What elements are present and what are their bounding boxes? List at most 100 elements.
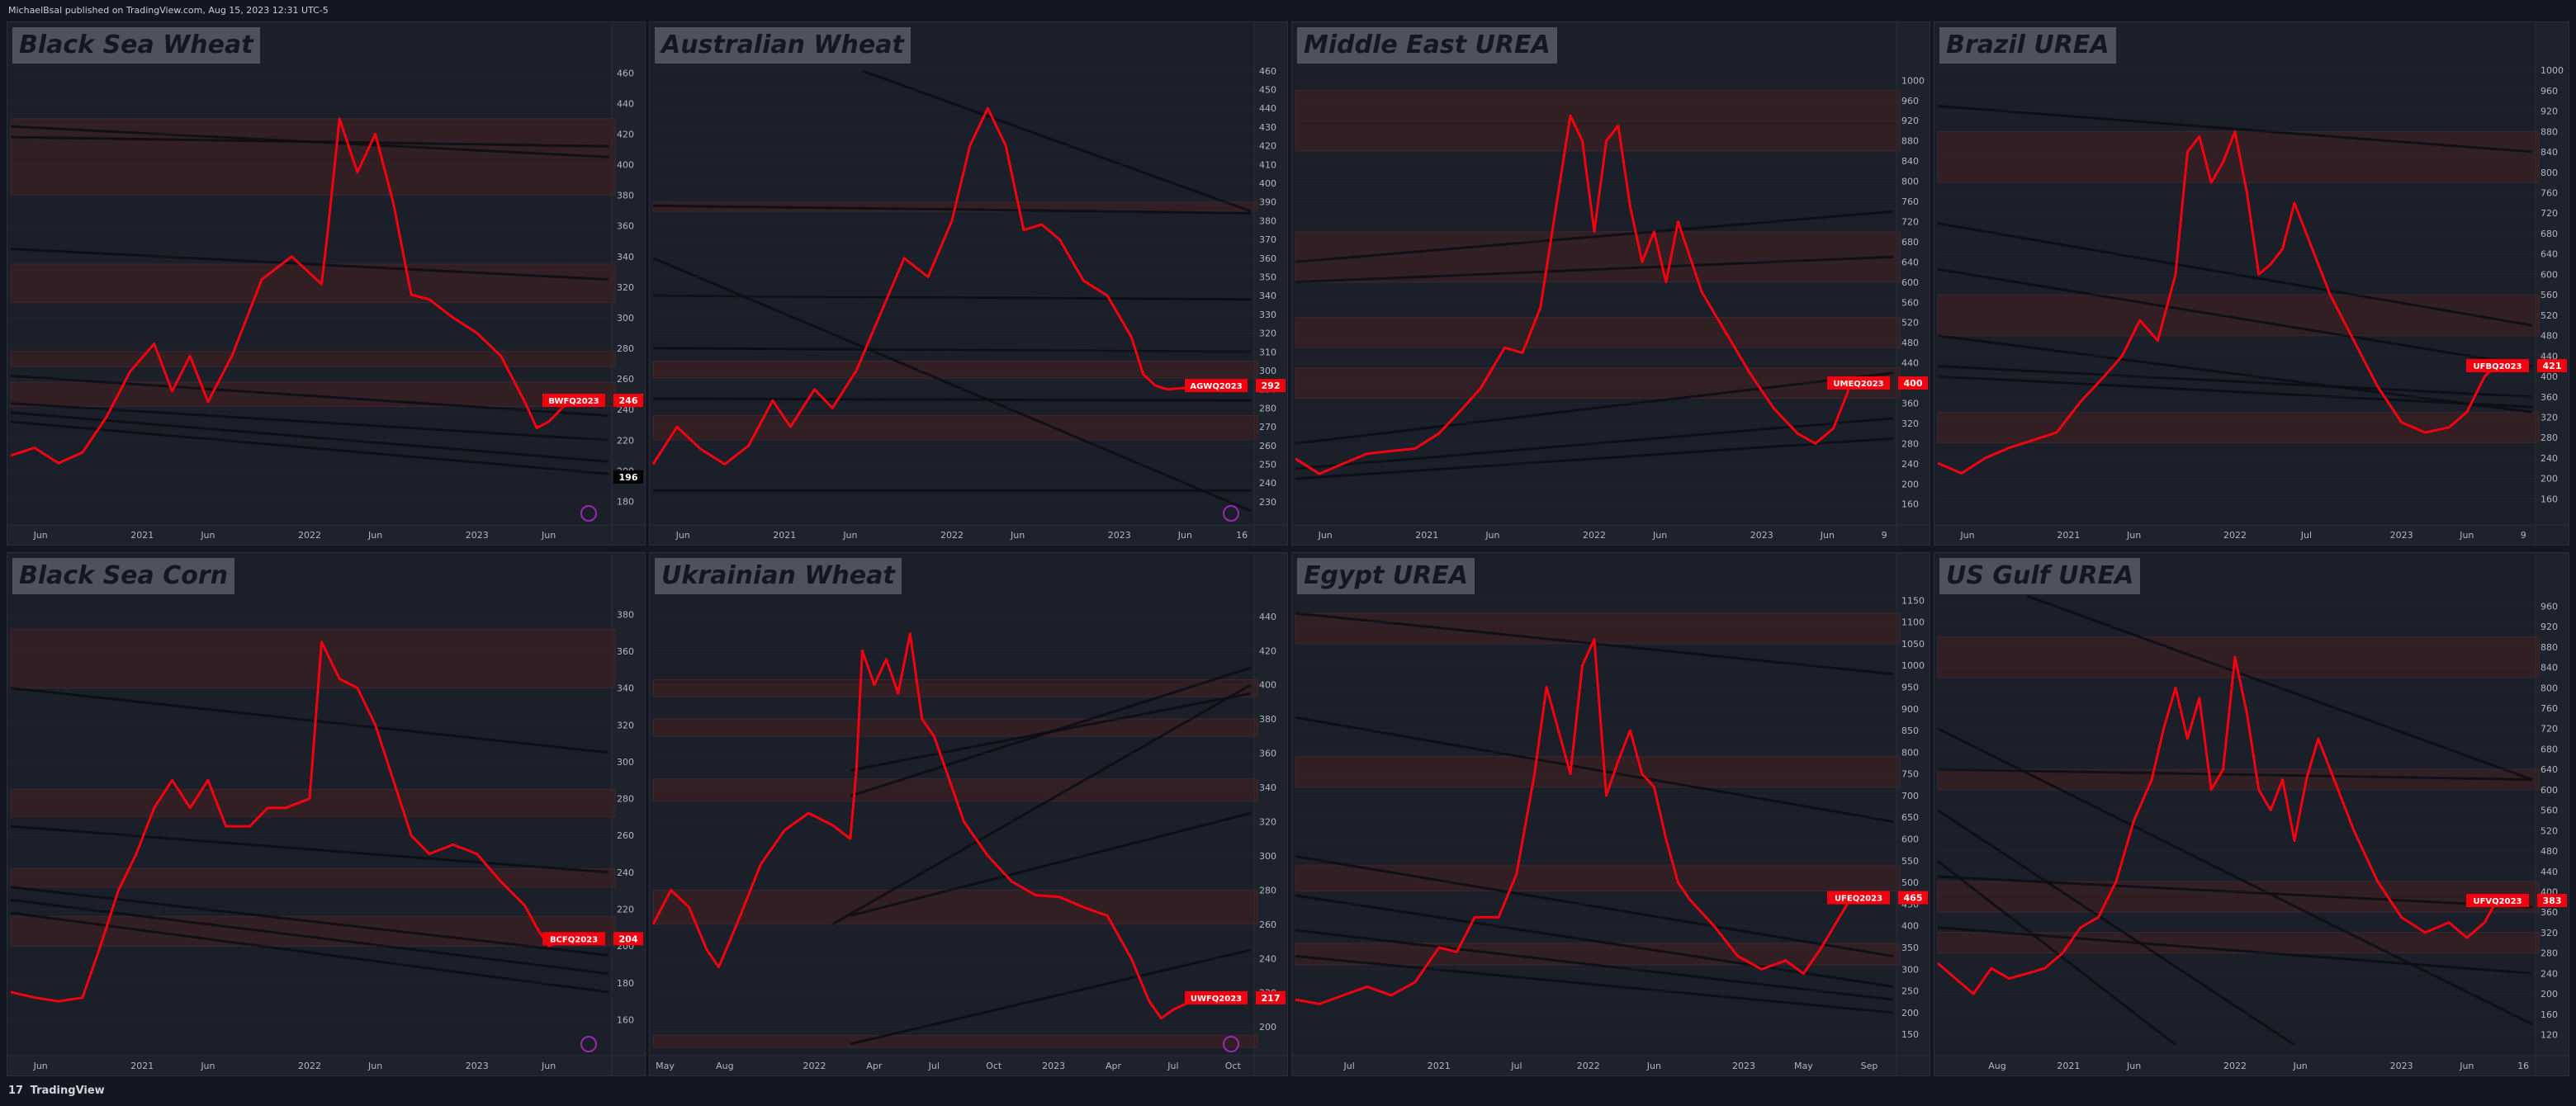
chart-panel-black-sea-corn[interactable]: 160 180 200 220 240 260 280 300 320 340 360 380 Jun 2…	[7, 552, 646, 1076]
trend-line	[652, 294, 1252, 301]
y-tick-label: 840	[2540, 147, 2558, 158]
trend-line	[1937, 875, 2533, 909]
price-line	[651, 106, 1210, 466]
x-axis: Jun 2021 Jun 2022 Jul 2023 Jun 9	[1934, 524, 2569, 541]
y-tick-label: 440	[2540, 867, 2558, 877]
y-tick-label: 270	[1259, 422, 1276, 432]
x-tick-label: 2022	[298, 530, 321, 541]
x-tick-label: Aug	[716, 1061, 733, 1071]
x-tick-label: 2021	[1415, 530, 1438, 541]
chart-panel-brazil-urea[interactable]: 160 200 240 280 320 360 400 440 480 520 560 600 640 6…	[1934, 21, 2569, 546]
y-tick-label: 920	[2540, 622, 2558, 632]
y-tick-label: 240	[617, 867, 634, 878]
price-tag-symbol-bg	[542, 394, 605, 408]
y-tick-label: 400	[1901, 921, 1919, 932]
y-tick-label: 400	[1259, 680, 1276, 691]
price-tag: UFEQ2023 465	[1827, 891, 1928, 905]
chart-grid: 180 200 220 240 260 280 300 320 340 360 380 400 420 4…	[7, 21, 2569, 1076]
y-tick-label: 340	[1259, 291, 1276, 301]
y-tick-label: 280	[617, 343, 634, 354]
y-tick-label: 250	[1901, 986, 1919, 997]
price-tag-value: 383	[2543, 896, 2562, 906]
y-tick-label: 460	[1259, 66, 1276, 77]
price-line	[1295, 638, 1853, 1005]
chart-svg: 2302402502602702802903003103203303403503…	[650, 22, 1287, 545]
price-line	[1937, 655, 2498, 995]
y-tick-label: 560	[2540, 806, 2558, 816]
y-tick-label: 480	[1901, 338, 1919, 348]
y-tick-label: 420	[1259, 645, 1276, 656]
price-tag-value: 204	[619, 933, 638, 944]
x-tick-label: Jun	[1318, 530, 1333, 541]
trend-line	[1937, 375, 2533, 409]
price-tag-symbol-bg	[1185, 990, 1248, 1004]
y-tick-label: 340	[617, 252, 634, 262]
y-tick-label: 600	[2540, 785, 2558, 796]
y-tick-label: 380	[1259, 215, 1276, 226]
x-axis: Aug 2021 Jun 2022 Jun 2023 Jun 16	[1934, 1055, 2569, 1071]
trend-line	[652, 257, 1252, 513]
y-tick-label: 640	[2540, 249, 2558, 260]
y-tick-label: 850	[1901, 726, 1919, 736]
trend-line	[10, 420, 609, 475]
resistance-zone	[652, 361, 1258, 379]
y-tick-label: 240	[1259, 478, 1276, 489]
y-tick-label: 950	[1901, 682, 1919, 692]
y-tick-label: 1000	[2540, 65, 2564, 76]
price-tag-value-bg	[1256, 379, 1286, 393]
chart-title: Ukrainian Wheat	[655, 558, 902, 594]
chart-panel-middle-east-urea[interactable]: 160 200 240 280 320 360 400 440 480 520 560 600 640 6…	[1291, 21, 1930, 546]
x-axis: Jul 2021 Jul 2022 Jun 2023 May Sep	[1292, 1055, 1930, 1071]
plot-area	[1292, 553, 1901, 1056]
price-tag-symbol-bg	[542, 932, 605, 946]
resistance-zone	[1937, 881, 2540, 913]
y-tick-label: 520	[2540, 825, 2558, 836]
resistance-zone	[10, 867, 616, 888]
trend-line	[1295, 371, 1894, 445]
price-tag-symbol: BWFQ2023	[548, 397, 599, 406]
price-tag: AGWQ2023 292	[1185, 379, 1286, 393]
resistance-zone	[1295, 612, 1901, 645]
trend-line	[10, 248, 609, 281]
x-tick-label: 2021	[130, 1061, 154, 1071]
footer-brand[interactable]: 17 TradingView	[8, 1081, 105, 1101]
price-line	[10, 640, 567, 1003]
y-tick-label: 280	[1901, 438, 1919, 449]
x-tick-label: May	[1794, 1061, 1813, 1071]
chart-svg: 1602002402803203604004404805205606006406…	[1934, 22, 2569, 545]
chart-panel-black-sea-wheat[interactable]: 1802002202402602803003203403603804004204…	[7, 21, 646, 546]
x-tick-label: 2022	[298, 1061, 321, 1071]
chart-panel-ukrainian-wheat[interactable]: 200220240260280300320340360380400420440M…	[649, 552, 1288, 1076]
resistance-zone	[1295, 90, 1901, 152]
chart-title: Egypt UREA	[1297, 558, 1475, 594]
x-tick-label: Jun	[842, 530, 857, 541]
price-line	[1937, 130, 2498, 475]
resistance-zone	[652, 778, 1258, 802]
x-axis: May Aug 2022 Apr Jul Oct 2023 Apr Jul Oct	[650, 1055, 1287, 1071]
x-tick-label: 2021	[2057, 1061, 2080, 1071]
x-tick-label: Jun	[200, 530, 215, 541]
x-tick-label: Oct	[1225, 1061, 1242, 1071]
price-tag-symbol: BCFQ2023	[550, 935, 598, 944]
y-tick-label: 400	[617, 160, 634, 171]
chart-panel-egypt-urea[interactable]: 150 200 250 300 350 400 450 500 550 600 650 700 750 8…	[1291, 552, 1930, 1076]
x-tick-label: Jun	[541, 1061, 556, 1071]
y-tick-label: 800	[2540, 168, 2558, 178]
chart-panel-australian-wheat[interactable]: 2302402502602702802903003103203303403503…	[649, 21, 1288, 546]
x-tick-label: 2021	[1428, 1061, 1451, 1071]
y-tick-label: 600	[1901, 834, 1919, 845]
x-tick-label: 9	[2521, 530, 2526, 541]
price-tag: BWFQ2023 246 196	[542, 394, 643, 484]
y-tick-label: 650	[1901, 812, 1919, 823]
y-tick-label: 760	[2540, 188, 2558, 199]
y-tick-label: 1050	[1901, 639, 1925, 650]
y-tick-label: 360	[1259, 749, 1276, 759]
y-tick-label: 180	[617, 978, 634, 989]
y-tick-label: 430	[1259, 122, 1276, 133]
y-tick-label: 880	[1901, 136, 1919, 147]
chart-panel-us-gulf-urea[interactable]: 120 160 200 240 280 320 360 400 440 480 520 560 600 6…	[1934, 552, 2569, 1076]
price-tag-symbol-bg	[2466, 893, 2529, 907]
chart-title: Black Sea Wheat	[12, 27, 260, 64]
lightning-icon	[1223, 505, 1239, 522]
